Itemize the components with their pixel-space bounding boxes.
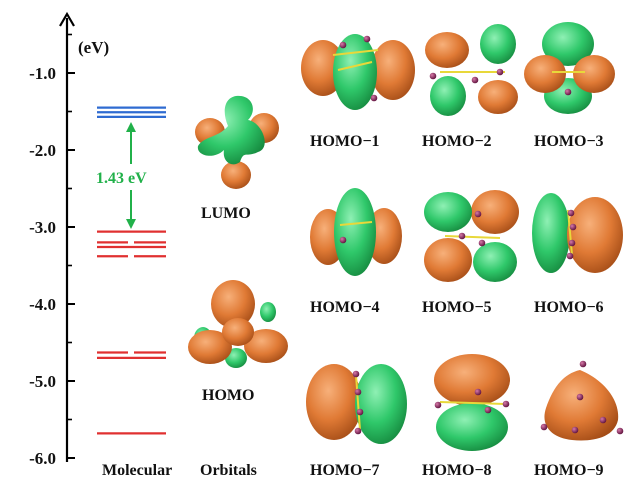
lumo-orbital-icon: LUMO <box>195 95 279 222</box>
gap-arrow-up-icon <box>126 122 136 132</box>
homo-8-label: HOMO−8 <box>422 462 492 479</box>
gap-arrow-down-icon <box>126 219 136 229</box>
homo-2-orbital-icon: HOMO−2 <box>422 24 518 150</box>
homo-7-label: HOMO−7 <box>310 462 380 479</box>
axis-tick-label: -5.0 <box>29 372 56 391</box>
energy-axis: -1.0-2.0-3.0-4.0-5.0-6.0 (eV) Molecular … <box>29 11 257 479</box>
axis-tick-label: -6.0 <box>29 449 56 468</box>
lumo-label: LUMO <box>201 205 251 222</box>
energy-levels <box>97 106 166 435</box>
homo-7-orbital-icon: HOMO−7 <box>306 364 407 479</box>
axis-unit-label: (eV) <box>78 38 109 57</box>
homo-9-label: HOMO−9 <box>534 462 604 479</box>
homo-label: HOMO <box>202 387 254 404</box>
homo-8-orbital-icon: HOMO−8 <box>422 354 510 479</box>
gap-annotation: 1.43 eV <box>96 122 147 229</box>
homo-1-orbital-icon: HOMO−1 <box>301 34 415 150</box>
homo-2-label: HOMO−2 <box>422 133 492 150</box>
homo-5-label: HOMO−5 <box>422 299 492 316</box>
homo-4-label: HOMO−4 <box>310 299 380 316</box>
homo-4-orbital-icon: HOMO−4 <box>310 188 402 316</box>
axis-bottom-label-molecular: Molecular <box>102 462 172 479</box>
homo-5-orbital-icon: HOMO−5 <box>422 190 519 316</box>
gap-label: 1.43 eV <box>96 170 147 187</box>
homo-1-label: HOMO−1 <box>310 133 380 150</box>
axis-arrow-icon <box>59 11 75 27</box>
homo-3-label: HOMO−3 <box>534 133 604 150</box>
homo-3-orbital-icon: HOMO−3 <box>524 22 615 150</box>
homo-orbital-icon: HOMO <box>188 280 288 404</box>
axis-tick-label: -4.0 <box>29 295 56 314</box>
homo-9-orbital-icon: HOMO−9 <box>534 360 624 479</box>
axis-tick-label: -2.0 <box>29 141 56 160</box>
homo-6-label: HOMO−6 <box>534 299 604 316</box>
axis-tick-label: -3.0 <box>29 218 56 237</box>
homo-6-orbital-icon: HOMO−6 <box>532 193 623 316</box>
axis-ticks: -1.0 -2.0 -3.0 -4.0 -5.0 -6.0 <box>29 33 75 468</box>
axis-tick-label: -1.0 <box>29 64 56 83</box>
axis-bottom-label-orbitals: Orbitals <box>200 462 257 479</box>
